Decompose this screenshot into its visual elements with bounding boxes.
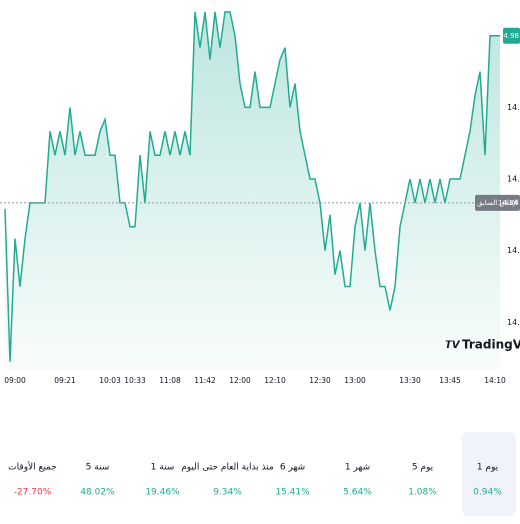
logo: 𝙏𝙑 TradingView — [445, 338, 520, 352]
price-line — [4, 11, 500, 362]
x-tick-label: 10:33 — [124, 376, 146, 385]
x-tick-label: 12:30 — [309, 376, 331, 385]
period-label[interactable]: 5 سنة — [86, 463, 110, 473]
period-label[interactable]: 1 سنة — [151, 463, 175, 473]
x-tick-label: 13:45 — [439, 376, 461, 385]
period-label[interactable]: 5 يوم — [412, 463, 434, 473]
x-tick-label: 10:03 — [99, 376, 121, 385]
x-tick-label: 13:30 — [399, 376, 421, 385]
prev-close-tag — [475, 194, 520, 211]
period-change: 48.02% — [80, 488, 115, 498]
logo-icon: 𝙏𝙑 — [445, 340, 461, 351]
period-change: 15.41% — [275, 488, 310, 498]
logo-text: TradingView — [462, 338, 520, 352]
period-change: 1.08% — [408, 488, 437, 498]
y-tick-label: 14.80 — [507, 246, 520, 255]
prev-close-value: 14.84 — [498, 199, 519, 207]
period-change: -27.70% — [14, 488, 52, 498]
x-tick-label: 12:00 — [229, 376, 251, 385]
x-tick-label: 09:21 — [54, 376, 76, 385]
x-tick-label: 13:00 — [344, 376, 366, 385]
x-tick-label: 11:42 — [194, 376, 216, 385]
x-tick-label: 11:08 — [159, 376, 181, 385]
period-change: 9.34% — [213, 488, 242, 498]
x-tick-label: 14:10 — [484, 376, 506, 385]
x-tick-label: 12:10 — [264, 376, 286, 385]
selected-period-bg — [462, 432, 516, 516]
period-change: 5.64% — [343, 488, 372, 498]
period-label[interactable]: 6 شهر — [280, 463, 305, 473]
y-tick-label: 14.92 — [507, 103, 520, 112]
period-label[interactable]: جميع الأوقات — [8, 461, 57, 473]
y-tick-label: 14.86 — [507, 175, 520, 184]
period-label[interactable]: 1 شهر — [345, 463, 370, 473]
period-change: 19.46% — [145, 488, 180, 498]
period-label[interactable]: منذ بداية العام حتى اليوم — [181, 463, 274, 473]
period-change: 0.94% — [473, 488, 502, 498]
last-price-value: 14.98 — [499, 32, 519, 40]
last-price-tag — [503, 27, 520, 44]
y-tick-label: 14.74 — [507, 318, 520, 327]
prev-close-name: الإغلاق السابق — [477, 199, 519, 207]
x-tick-label: 09:00 — [4, 376, 26, 385]
period-label[interactable]: 1 يوم — [477, 463, 499, 473]
area — [5, 11, 500, 371]
